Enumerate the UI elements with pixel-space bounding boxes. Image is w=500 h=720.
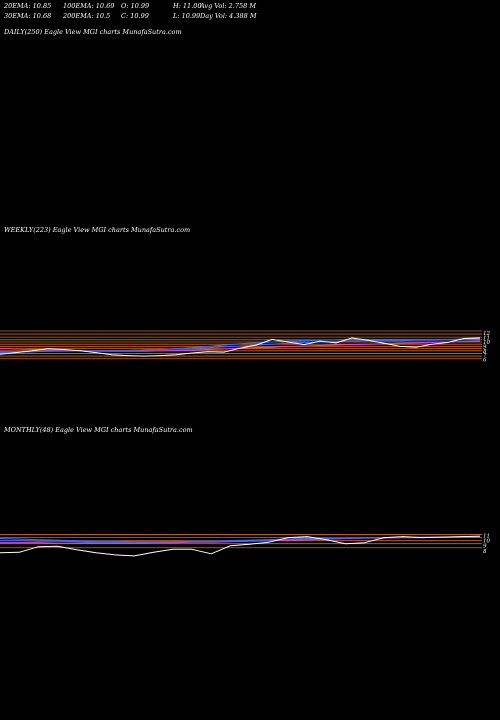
monthly-price-line	[0, 535, 481, 557]
ema100-stat: 100EMA: 10.69	[63, 2, 115, 10]
weekly-panel-label: WEEKLY(223) Eagle View MGI charts Munafa…	[4, 226, 191, 234]
monthly-y-tick-label: 8	[483, 549, 487, 555]
monthly-y-tick-label: 11	[483, 534, 490, 540]
close-stat: C: 10.99	[121, 12, 149, 20]
weekly-y-tick-label: 7	[483, 353, 487, 359]
monthly-panel-label: MONTHLY(48) Eagle View MGI charts Munafa…	[4, 426, 193, 434]
weekly-y-tick-label: 8	[483, 349, 487, 355]
low-stat: L: 10.99	[173, 12, 201, 20]
weekly-y-tick-label: 9	[483, 344, 487, 350]
weekly-y-tick-label: 10	[483, 340, 490, 346]
avg-vol-stat: Avg Vol: 2.758 M	[200, 2, 257, 10]
ema200-stat: 200EMA: 10.5	[63, 12, 111, 20]
weekly-y-tick-label: 12	[483, 331, 490, 337]
high-stat: H: 11.00	[173, 2, 202, 10]
monthly-ema-blue-line-a	[0, 536, 480, 543]
daily-panel-label: DAILY(250) Eagle View MGI charts MunafaS…	[4, 28, 182, 36]
ema20-stat: 20EMA: 10.85	[4, 2, 52, 10]
weekly-y-tick-label: 11	[483, 336, 490, 342]
open-stat: O: 10.99	[121, 2, 150, 10]
weekly-y-tick-label: 6	[483, 358, 487, 364]
monthly-y-tick-label: 10	[483, 539, 490, 545]
monthly-y-tick-label: 9	[483, 544, 487, 550]
day-vol-stat: Day Vol: 4.388 M	[200, 12, 257, 20]
ema30-stat: 30EMA: 10.68	[4, 12, 52, 20]
weekly-price-line	[0, 337, 481, 357]
